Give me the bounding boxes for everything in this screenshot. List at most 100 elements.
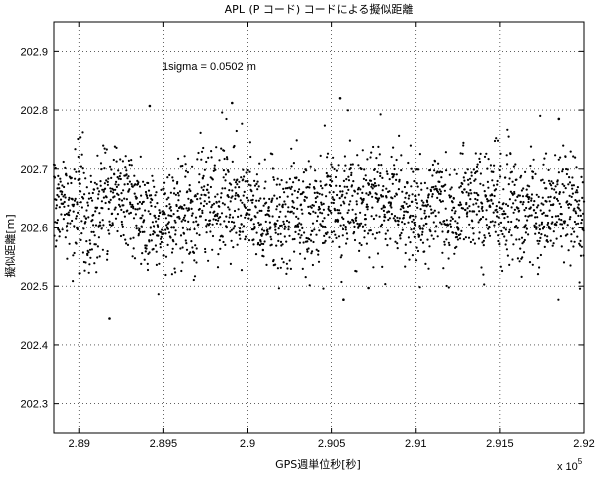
data-point xyxy=(568,218,571,221)
data-point xyxy=(439,200,443,203)
data-point xyxy=(310,239,313,242)
data-point xyxy=(309,165,312,168)
data-point xyxy=(225,117,228,121)
data-point xyxy=(229,200,232,203)
data-point xyxy=(146,196,149,200)
data-point xyxy=(443,240,446,243)
data-point xyxy=(372,217,375,221)
data-point xyxy=(349,200,352,203)
data-point xyxy=(306,250,309,253)
data-point xyxy=(174,233,177,236)
data-point xyxy=(95,206,99,209)
data-point xyxy=(168,203,171,206)
data-point xyxy=(133,257,137,260)
data-point xyxy=(370,151,373,154)
data-point xyxy=(217,219,220,222)
data-point xyxy=(98,212,101,215)
data-point xyxy=(547,168,550,171)
data-point xyxy=(558,191,562,194)
data-point xyxy=(154,205,157,208)
data-point xyxy=(239,199,242,202)
data-point xyxy=(303,199,306,202)
data-point xyxy=(75,170,78,173)
data-point xyxy=(501,213,505,216)
data-point xyxy=(103,167,106,170)
data-point xyxy=(412,231,415,234)
data-point xyxy=(324,225,327,229)
data-point xyxy=(497,216,500,219)
data-point xyxy=(94,224,98,227)
data-point xyxy=(110,176,113,179)
data-point xyxy=(140,217,143,220)
data-point xyxy=(60,193,64,196)
data-point xyxy=(545,239,549,242)
data-point xyxy=(239,227,242,230)
outlier-point xyxy=(231,101,234,105)
data-point xyxy=(251,201,254,204)
data-point xyxy=(500,207,503,210)
data-point xyxy=(143,230,146,233)
data-point xyxy=(510,170,513,173)
data-point xyxy=(326,156,329,159)
data-point xyxy=(393,164,396,167)
data-point xyxy=(130,183,133,186)
data-point xyxy=(297,179,300,182)
data-point xyxy=(430,234,433,237)
data-point xyxy=(222,176,225,179)
data-point xyxy=(496,183,499,186)
data-point xyxy=(413,221,416,225)
data-point xyxy=(199,202,203,205)
data-point xyxy=(322,287,325,290)
data-point xyxy=(167,196,170,199)
data-point xyxy=(414,198,417,201)
data-point xyxy=(536,206,539,209)
data-point xyxy=(133,174,136,177)
data-point xyxy=(376,170,379,173)
data-point xyxy=(245,171,248,174)
data-point xyxy=(171,247,174,250)
data-point xyxy=(423,209,426,212)
data-point xyxy=(115,160,118,163)
data-point xyxy=(81,167,84,170)
data-point xyxy=(431,193,434,196)
data-point xyxy=(277,239,280,242)
data-point xyxy=(251,198,254,201)
data-point xyxy=(334,233,337,236)
data-point xyxy=(61,190,64,193)
data-point xyxy=(395,158,398,162)
data-point xyxy=(72,280,75,283)
data-point xyxy=(495,205,498,208)
data-point xyxy=(314,169,317,172)
data-point xyxy=(74,177,77,180)
data-point xyxy=(205,202,208,205)
data-point xyxy=(268,221,271,224)
data-point xyxy=(260,234,263,237)
data-point xyxy=(233,144,236,148)
data-point xyxy=(527,197,530,201)
data-point xyxy=(375,214,378,217)
data-point xyxy=(459,185,462,188)
data-point xyxy=(550,184,553,187)
data-point xyxy=(122,211,125,214)
data-point xyxy=(114,206,117,209)
data-point xyxy=(266,232,269,235)
data-point xyxy=(537,195,540,198)
data-point xyxy=(200,186,203,189)
data-point xyxy=(87,216,90,219)
data-point xyxy=(58,235,61,238)
data-point xyxy=(250,218,253,221)
data-point xyxy=(262,242,265,246)
data-point xyxy=(499,165,502,168)
data-point xyxy=(274,225,277,228)
data-point xyxy=(307,160,310,163)
data-point xyxy=(56,221,59,225)
data-point xyxy=(120,192,123,195)
data-point xyxy=(573,230,576,233)
data-point xyxy=(311,229,314,232)
x-tick-label: 2.92 xyxy=(573,438,594,450)
data-point xyxy=(467,236,471,239)
data-point xyxy=(438,180,441,183)
data-point xyxy=(274,263,277,266)
data-point xyxy=(339,212,342,215)
